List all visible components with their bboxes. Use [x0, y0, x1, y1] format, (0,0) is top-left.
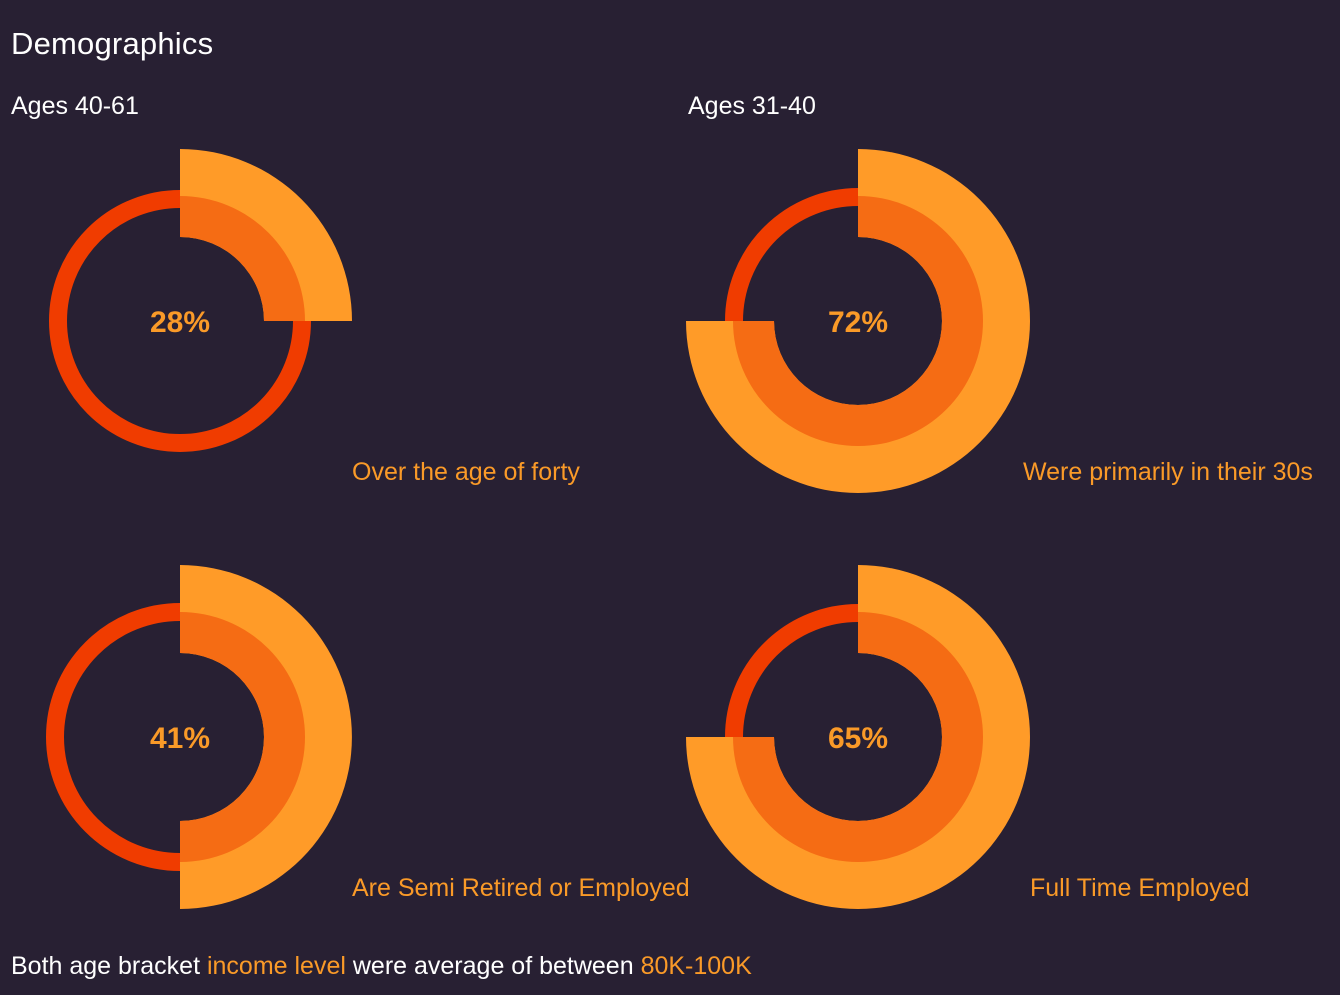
- group-label-ages-40-61: Ages 40-61: [11, 92, 139, 120]
- donut-value-arc-inner: [180, 196, 305, 321]
- footer-note: Both age bracket income level were avera…: [11, 952, 752, 981]
- donut-percent-label: 65%: [828, 722, 888, 755]
- group-label-ages-31-40: Ages 31-40: [688, 92, 816, 120]
- caption-over-forty: Over the age of forty: [352, 458, 580, 486]
- caption-thirties: Were primarily in their 30s: [1023, 458, 1313, 486]
- donut-value-arc-inner: [733, 196, 983, 446]
- donut-percent-label: 28%: [150, 306, 210, 339]
- footer-text-2: were average of between: [345, 952, 641, 980]
- donut-percent-label: 41%: [150, 722, 210, 755]
- donut-value-arc-inner: [180, 612, 305, 862]
- page-title: Demographics: [11, 26, 214, 61]
- donut-value-arc-inner: [733, 612, 983, 862]
- caption-semi-retired: Are Semi Retired or Employed: [352, 874, 690, 902]
- donut-percent-label: 72%: [828, 306, 888, 339]
- footer-highlight-income: income level: [206, 952, 346, 980]
- footer-text-1: Both age bracket: [11, 952, 207, 980]
- footer-highlight-range: 80K-100K: [640, 952, 752, 980]
- caption-full-time: Full Time Employed: [1030, 874, 1250, 902]
